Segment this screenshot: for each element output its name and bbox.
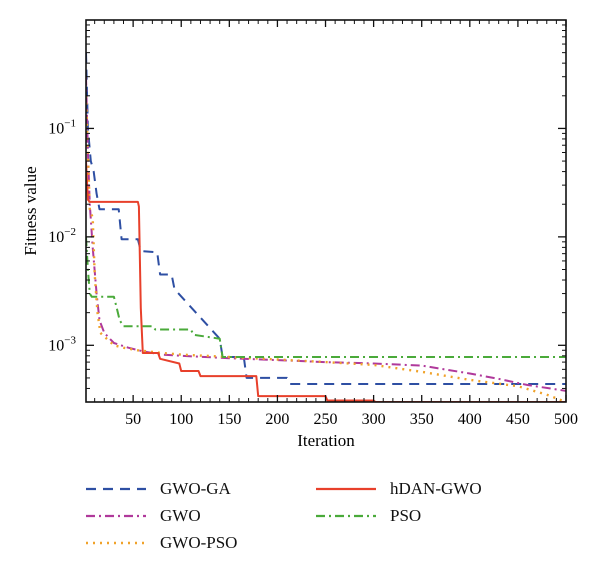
x-axis-label: Iteration: [297, 431, 355, 450]
series-line-pso: [86, 236, 566, 358]
x-tick-label: 200: [265, 411, 289, 428]
series-line-gwo-ga: [86, 52, 566, 385]
axis-ticks: [86, 20, 567, 403]
series-lines: [86, 52, 566, 402]
plot-frame: [85, 19, 567, 403]
y-tick-label: 10−1: [48, 117, 76, 137]
x-tick-label: 450: [506, 411, 530, 428]
x-tick-label: 250: [314, 411, 338, 428]
y-tick-label: 10−3: [48, 334, 76, 354]
series-line-gwo: [86, 76, 566, 392]
x-tick-label: 100: [169, 411, 193, 428]
x-tick-label: 500: [554, 411, 578, 428]
x-tick-label: 300: [362, 411, 386, 428]
series-line-hdan-gwo: [86, 161, 566, 402]
x-tick-label: 400: [458, 411, 482, 428]
tick-labels: 50 100 150 200 250 300 350 400 450 500 10−1 10−2 10−…: [48, 117, 578, 428]
y-axis-label: Fitness value: [21, 166, 40, 255]
x-tick-label: 150: [217, 411, 241, 428]
x-tick-label: 50: [125, 411, 141, 428]
x-tick-label: 350: [410, 411, 434, 428]
y-tick-label: 10−2: [48, 226, 76, 246]
